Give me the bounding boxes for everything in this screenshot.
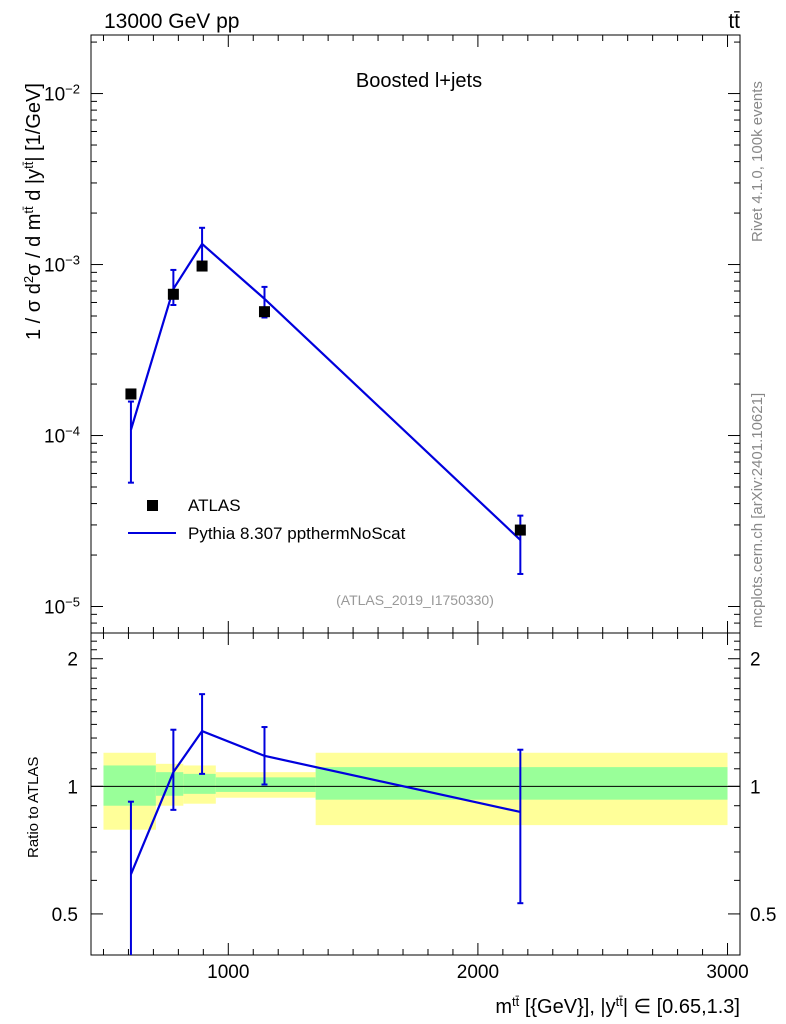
- header-right: tt̄: [728, 10, 740, 33]
- ratio-y-tick-label-left: 0.5: [52, 905, 78, 926]
- atlas-data-point: [125, 388, 137, 400]
- ratio-band-inner: [183, 773, 216, 794]
- ratio-band-inner: [315, 767, 728, 800]
- ratio-y-tick-label-right: 2: [750, 650, 761, 671]
- ratio-y-tick-label-right: 0.5: [750, 905, 776, 926]
- legend-marker-atlas: [147, 500, 158, 511]
- atlas-data-point: [258, 306, 270, 318]
- x-tick-label: 3000: [706, 962, 748, 983]
- rivet-label: Rivet 4.1.0, 100k events: [749, 81, 766, 242]
- x-tick-label: 1000: [207, 962, 249, 983]
- atlas-data-point: [514, 524, 526, 536]
- analysis-tag: (ATLAS_2019_I1750330): [336, 592, 494, 608]
- y-tick-label: 10−5: [44, 594, 80, 619]
- y-axis-label-main: 1 / σ d2σ / d mtt̄ d |ytt̄| [1/GeV]: [21, 83, 46, 340]
- ratio-y-tick-label-left: 1: [67, 777, 78, 798]
- chart-title: Boosted l+jets: [356, 70, 482, 92]
- y-axis-label-ratio: Ratio to ATLAS: [25, 757, 42, 858]
- main-frame: [90, 34, 741, 634]
- legend-label-atlas: ATLAS: [188, 496, 241, 515]
- y-tick-label: 10−4: [44, 423, 80, 448]
- header-left: 13000 GeV pp: [104, 10, 239, 33]
- ratio-y-tick-label-left: 2: [67, 650, 78, 671]
- ratio-y-tick-label-right: 1: [750, 777, 761, 798]
- legend: ATLAS Pythia 8.307 ppthermNoScat: [128, 496, 406, 543]
- mcplots-label: mcplots.cern.ch [arXiv:2401.10621]: [749, 393, 766, 628]
- ratio-panel: 1000 2000 3000 0.5 0.5 1 1 2 2: [52, 632, 776, 983]
- legend-label-pythia: Pythia 8.307 ppthermNoScat: [188, 524, 406, 543]
- x-axis-label: mtt̄ [{GeV}], |ytt̄| ∈ [0.65,1.3]: [495, 994, 740, 1019]
- main-panel: 10−5 10−4 10−3 10−2: [44, 34, 741, 634]
- ratio-frame: [90, 632, 741, 956]
- y-tick-label: 10−2: [44, 81, 80, 106]
- ratio-band-inner: [103, 765, 156, 806]
- atlas-data-point: [196, 260, 208, 272]
- x-tick-label: 2000: [457, 962, 499, 983]
- y-tick-label: 10−3: [44, 252, 80, 277]
- atlas-data-point: [167, 288, 179, 300]
